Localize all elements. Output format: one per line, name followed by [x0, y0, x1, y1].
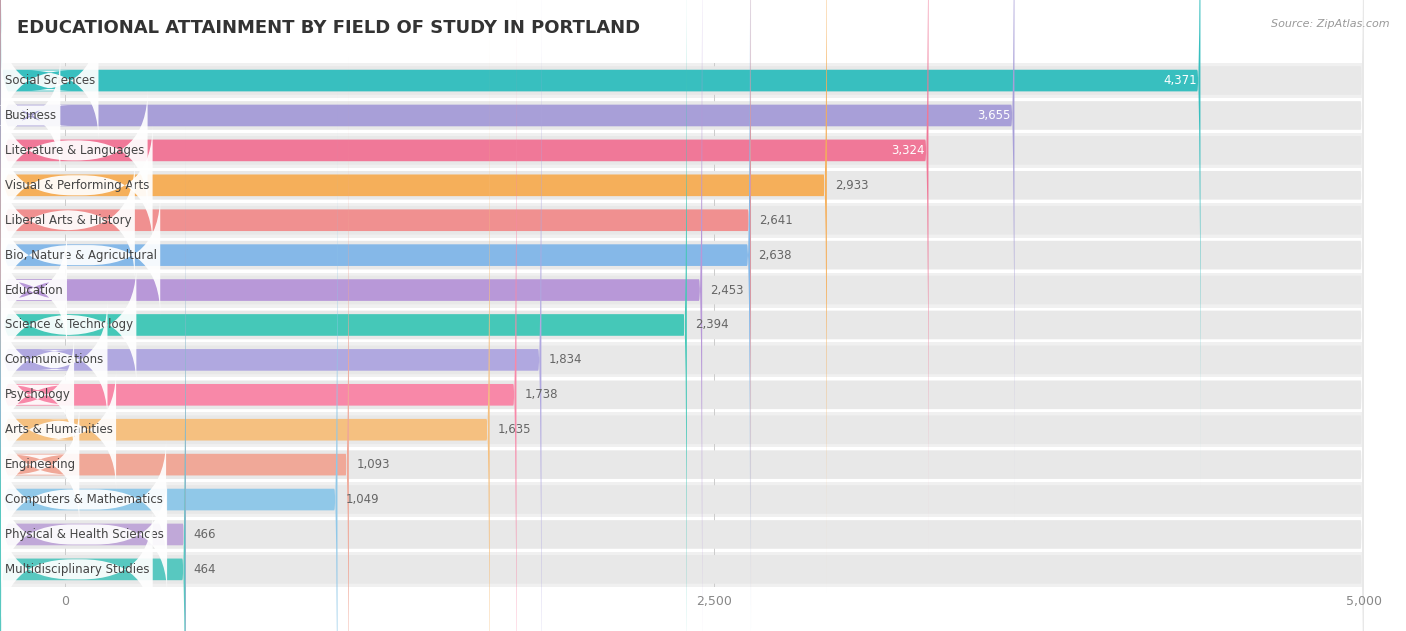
Text: 466: 466: [194, 528, 217, 541]
FancyBboxPatch shape: [0, 126, 186, 631]
FancyBboxPatch shape: [0, 0, 928, 558]
Text: Arts & Humanities: Arts & Humanities: [4, 423, 112, 436]
Text: Computers & Mathematics: Computers & Mathematics: [4, 493, 163, 506]
FancyBboxPatch shape: [0, 0, 516, 631]
FancyBboxPatch shape: [0, 0, 1364, 631]
FancyBboxPatch shape: [0, 25, 1364, 631]
Text: Bio, Nature & Agricultural: Bio, Nature & Agricultural: [4, 249, 156, 262]
FancyBboxPatch shape: [0, 0, 751, 631]
FancyBboxPatch shape: [0, 0, 1364, 631]
Bar: [0, 447, 1364, 482]
Text: 1,738: 1,738: [524, 388, 558, 401]
FancyBboxPatch shape: [0, 0, 702, 631]
Text: Visual & Performing Arts: Visual & Performing Arts: [4, 179, 149, 192]
FancyBboxPatch shape: [0, 91, 337, 631]
Text: 464: 464: [193, 563, 215, 576]
FancyBboxPatch shape: [0, 21, 489, 631]
Text: Engineering: Engineering: [4, 458, 76, 471]
Text: 1,093: 1,093: [357, 458, 391, 471]
Bar: [0, 412, 1364, 447]
Bar: [0, 63, 1364, 98]
Text: Multidisciplinary Studies: Multidisciplinary Studies: [4, 563, 149, 576]
FancyBboxPatch shape: [0, 0, 1364, 631]
Bar: [0, 238, 1364, 273]
FancyBboxPatch shape: [0, 0, 1364, 520]
FancyBboxPatch shape: [0, 161, 186, 631]
Bar: [0, 203, 1364, 238]
FancyBboxPatch shape: [0, 0, 1364, 625]
Bar: [0, 133, 1364, 168]
FancyBboxPatch shape: [0, 0, 1364, 631]
Bar: [0, 377, 1364, 412]
FancyBboxPatch shape: [0, 60, 1364, 631]
Bar: [0, 98, 1364, 133]
Bar: [0, 482, 1364, 517]
FancyBboxPatch shape: [0, 165, 1364, 631]
Text: 2,638: 2,638: [758, 249, 792, 262]
Bar: [0, 552, 1364, 587]
FancyBboxPatch shape: [0, 0, 751, 628]
Text: Education: Education: [4, 283, 63, 297]
Text: 4,371: 4,371: [1163, 74, 1197, 87]
Text: Liberal Arts & History: Liberal Arts & History: [4, 214, 131, 227]
Text: Communications: Communications: [4, 353, 104, 367]
Bar: [0, 168, 1364, 203]
FancyBboxPatch shape: [0, 95, 1364, 631]
Text: EDUCATIONAL ATTAINMENT BY FIELD OF STUDY IN PORTLAND: EDUCATIONAL ATTAINMENT BY FIELD OF STUDY…: [17, 19, 640, 37]
Text: 3,655: 3,655: [977, 109, 1011, 122]
Text: 2,394: 2,394: [695, 319, 728, 331]
FancyBboxPatch shape: [0, 0, 1364, 485]
FancyBboxPatch shape: [0, 0, 827, 594]
Text: Science & Technology: Science & Technology: [4, 319, 132, 331]
Bar: [0, 343, 1364, 377]
Bar: [0, 517, 1364, 552]
Text: Social Sciences: Social Sciences: [4, 74, 96, 87]
Text: Source: ZipAtlas.com: Source: ZipAtlas.com: [1271, 19, 1389, 29]
FancyBboxPatch shape: [0, 0, 1364, 631]
FancyBboxPatch shape: [0, 56, 349, 631]
Text: Physical & Health Sciences: Physical & Health Sciences: [4, 528, 163, 541]
Bar: [0, 307, 1364, 343]
Text: Literature & Languages: Literature & Languages: [4, 144, 143, 157]
FancyBboxPatch shape: [0, 0, 541, 631]
FancyBboxPatch shape: [0, 0, 1364, 590]
Text: 2,641: 2,641: [759, 214, 793, 227]
FancyBboxPatch shape: [0, 0, 1364, 555]
Text: 1,635: 1,635: [498, 423, 531, 436]
FancyBboxPatch shape: [0, 0, 1014, 524]
Text: 3,324: 3,324: [891, 144, 925, 157]
Text: 1,049: 1,049: [346, 493, 378, 506]
Text: Business: Business: [4, 109, 56, 122]
Text: Psychology: Psychology: [4, 388, 70, 401]
Bar: [0, 273, 1364, 307]
Text: 1,834: 1,834: [550, 353, 582, 367]
FancyBboxPatch shape: [0, 130, 1364, 631]
Text: 2,933: 2,933: [835, 179, 868, 192]
FancyBboxPatch shape: [0, 0, 1201, 489]
Text: 2,453: 2,453: [710, 283, 744, 297]
FancyBboxPatch shape: [0, 0, 688, 631]
